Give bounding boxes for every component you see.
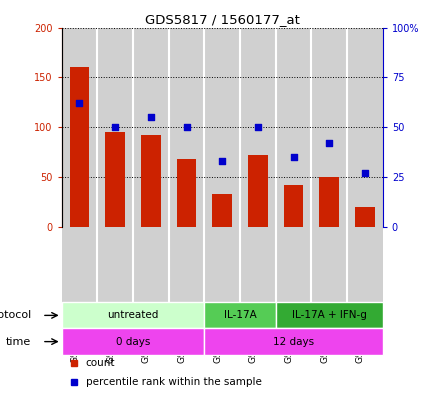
Text: count: count <box>86 358 115 368</box>
Bar <box>62 329 204 355</box>
Point <box>326 140 333 147</box>
Point <box>76 100 83 107</box>
Text: 12 days: 12 days <box>273 337 314 347</box>
Bar <box>248 155 268 227</box>
Bar <box>62 302 204 329</box>
Bar <box>204 329 383 355</box>
Bar <box>276 302 383 329</box>
Text: untreated: untreated <box>107 310 159 320</box>
Point <box>112 124 119 130</box>
Text: percentile rank within the sample: percentile rank within the sample <box>86 377 261 387</box>
Bar <box>105 132 125 227</box>
Point <box>254 124 261 130</box>
Text: time: time <box>6 337 31 347</box>
Point <box>183 124 190 130</box>
Text: IL-17A: IL-17A <box>224 310 257 320</box>
Bar <box>70 68 89 227</box>
Bar <box>355 208 375 227</box>
Point <box>361 170 368 176</box>
Point <box>290 154 297 161</box>
Text: protocol: protocol <box>0 310 31 320</box>
Title: GDS5817 / 1560177_at: GDS5817 / 1560177_at <box>145 13 300 26</box>
Point <box>147 114 154 121</box>
Text: IL-17A + IFN-g: IL-17A + IFN-g <box>292 310 367 320</box>
Bar <box>141 136 161 227</box>
Text: 0 days: 0 days <box>116 337 150 347</box>
Bar <box>284 185 304 227</box>
Bar <box>177 160 196 227</box>
Point <box>219 158 226 165</box>
Bar <box>213 195 232 227</box>
Bar <box>204 302 276 329</box>
Bar <box>319 177 339 227</box>
